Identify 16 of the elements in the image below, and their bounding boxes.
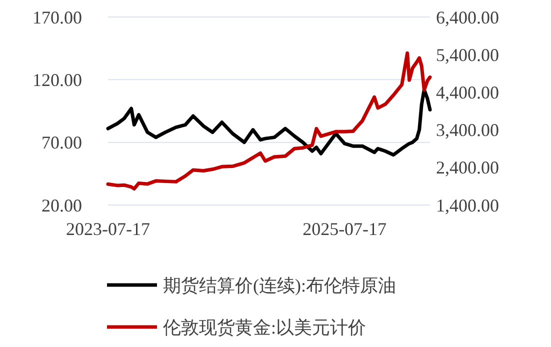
y-tick-label: 70.00	[42, 132, 82, 153]
y2-tick-label: 6,400.00	[436, 7, 499, 28]
legend-label: 期货结算价(连续):布伦特原油	[163, 275, 396, 296]
line-series	[106, 51, 432, 191]
y-tick-label: 120.00	[32, 70, 82, 90]
y2-tick-label: 3,400.00	[436, 120, 499, 140]
y2-tick-label: 4,400.00	[436, 82, 499, 102]
y-tick-label: 20.00	[42, 195, 82, 216]
legend-label: 伦敦现货黄金:以美元计价	[163, 317, 366, 338]
line-series	[106, 88, 432, 157]
x-tick-label: 2023-07-17	[66, 219, 150, 239]
x-tick-label: 2025-07-17	[302, 219, 387, 239]
y2-tick-label: 2,400.00	[436, 158, 499, 178]
y2-tick-label: 1,400.00	[436, 195, 499, 216]
y-tick-label: 170.00	[32, 7, 82, 28]
y2-tick-label: 5,400.00	[436, 44, 499, 65]
